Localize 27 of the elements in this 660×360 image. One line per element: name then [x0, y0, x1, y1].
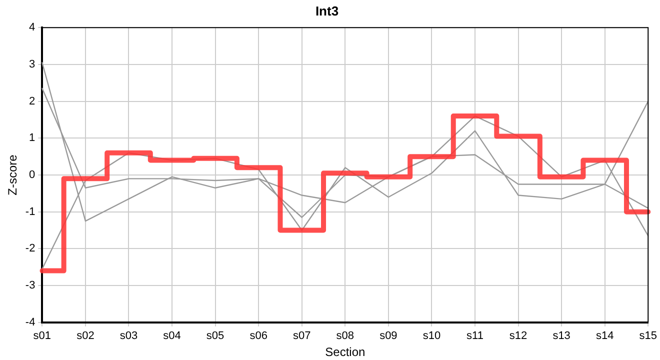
x-axis-title: Section: [325, 345, 366, 360]
x-tick-label: s10: [422, 330, 441, 342]
x-tick-label: s11: [466, 330, 484, 342]
y-axis-title: Z-score: [6, 154, 20, 196]
x-tick-label: s05: [206, 330, 224, 342]
x-tick-label: s12: [509, 330, 528, 342]
x-tick-label: s09: [380, 330, 398, 342]
y-tick-label: 1: [29, 132, 36, 144]
y-tick-label: -4: [25, 316, 36, 328]
x-tick-label: s01: [33, 330, 52, 342]
x-tick-label: s06: [250, 330, 268, 342]
y-tick-label: 2: [29, 95, 36, 108]
y-tick-label: 0: [29, 169, 36, 182]
y-tick-label: 3: [29, 58, 36, 70]
x-tick-label: s14: [596, 330, 614, 342]
x-tick-label: s02: [76, 330, 94, 342]
x-tick-label: s08: [336, 330, 354, 342]
x-tick-label: s15: [639, 330, 658, 342]
y-tick-label: -1: [25, 206, 36, 218]
x-tick-label: s13: [552, 330, 570, 342]
y-tick-label: -2: [25, 242, 36, 255]
x-tick-label: s04: [163, 330, 181, 342]
x-tick-label: s03: [120, 330, 138, 342]
y-tick-label: -3: [25, 280, 36, 292]
chart-title: Int3: [315, 3, 339, 18]
y-tick-label: 4: [29, 22, 36, 34]
x-tick-label: s07: [293, 330, 311, 342]
